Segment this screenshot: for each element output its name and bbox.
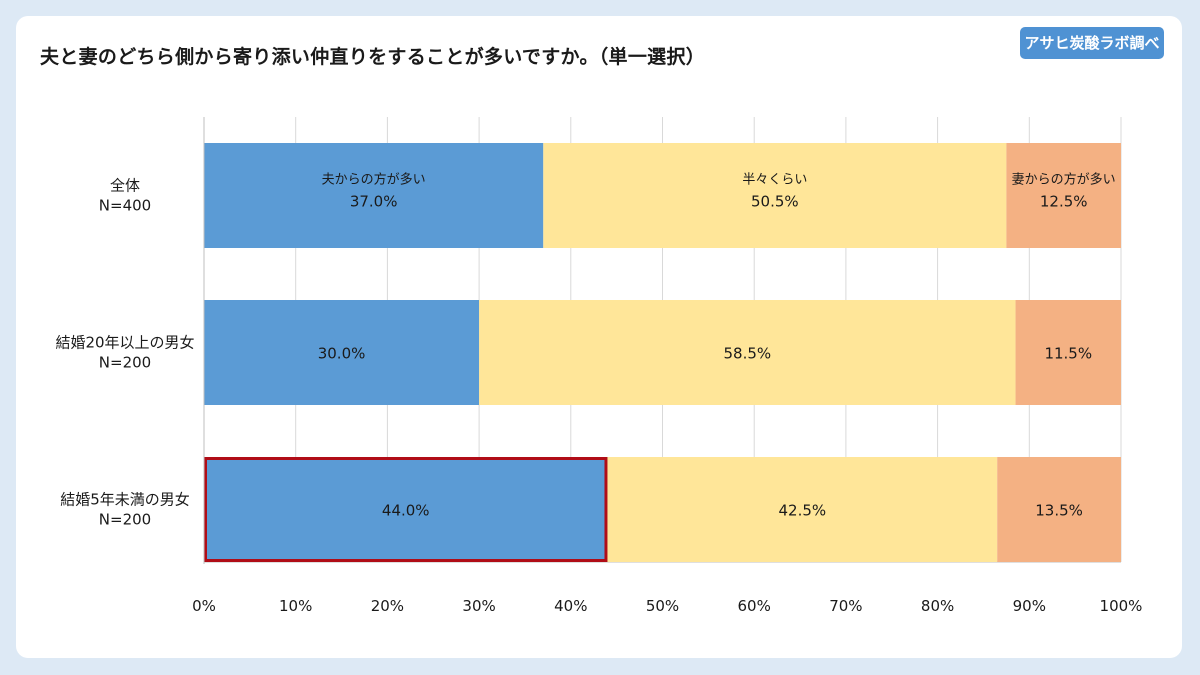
- value-label: 44.0%: [382, 502, 430, 520]
- value-label: 11.5%: [1044, 345, 1092, 363]
- bar-segment: [997, 457, 1121, 562]
- x-tick-label: 70%: [829, 597, 862, 615]
- value-label: 37.0%: [350, 193, 398, 211]
- x-tick-label: 10%: [279, 597, 312, 615]
- bar-segment: [204, 300, 480, 405]
- value-label: 30.0%: [318, 345, 366, 363]
- bar-segment: [204, 143, 544, 248]
- x-tick-label: 50%: [646, 597, 679, 615]
- bar-segment: [1015, 300, 1121, 405]
- x-tick-label: 80%: [921, 597, 954, 615]
- category-n-label: N=200: [99, 354, 151, 372]
- bar-segment: [607, 457, 998, 562]
- x-tick-labels: 0% 10% 20% 30% 40% 50% 60% 70% 80% 90% 100%: [192, 597, 1142, 615]
- series-name-label: 夫からの方が多い: [322, 172, 426, 188]
- x-tick-label: 20%: [371, 597, 404, 615]
- series-name-label: 半々くらい: [742, 173, 807, 188]
- value-label: 42.5%: [779, 502, 827, 520]
- x-tick-label: 90%: [1013, 597, 1046, 615]
- x-tick-label: 0%: [192, 597, 216, 615]
- value-label: 58.5%: [723, 345, 771, 363]
- chart-title: 夫と妻のどちら側から寄り添い仲直りをすることが多いですか。（単一選択）: [40, 46, 706, 68]
- bar-segment: [1006, 143, 1121, 248]
- brand-badge: アサヒ炭酸ラボ調べ: [1020, 27, 1164, 59]
- value-label: 50.5%: [751, 193, 799, 211]
- bar-segment: [543, 143, 1007, 248]
- category-n-label: N=400: [99, 197, 151, 215]
- value-label: 13.5%: [1035, 502, 1083, 520]
- category-label: 結婚5年未満の男女: [60, 491, 190, 509]
- x-tick-label: 30%: [462, 597, 495, 615]
- x-tick-label: 60%: [738, 597, 771, 615]
- highlighted-bar-segment: [204, 457, 608, 562]
- category-label: 全体: [110, 177, 140, 195]
- category-label: 結婚20年以上の男女: [55, 334, 194, 352]
- bars: [204, 143, 1121, 562]
- series-name-label: 妻からの方が多い: [1012, 172, 1116, 188]
- category-n-label: N=200: [99, 511, 151, 529]
- category-labels: 全体 N=400 結婚20年以上の男女 N=200 結婚5年未満の男女 N=200: [55, 177, 194, 529]
- x-tick-label: 40%: [554, 597, 587, 615]
- x-tick-label: 100%: [1100, 597, 1143, 615]
- value-label: 12.5%: [1040, 193, 1088, 211]
- value-labels: 夫からの方が多い 37.0% 半々くらい 50.5% 妻からの方が多い 12.5% 30.0…: [318, 172, 1116, 520]
- bar-segment: [479, 300, 1016, 405]
